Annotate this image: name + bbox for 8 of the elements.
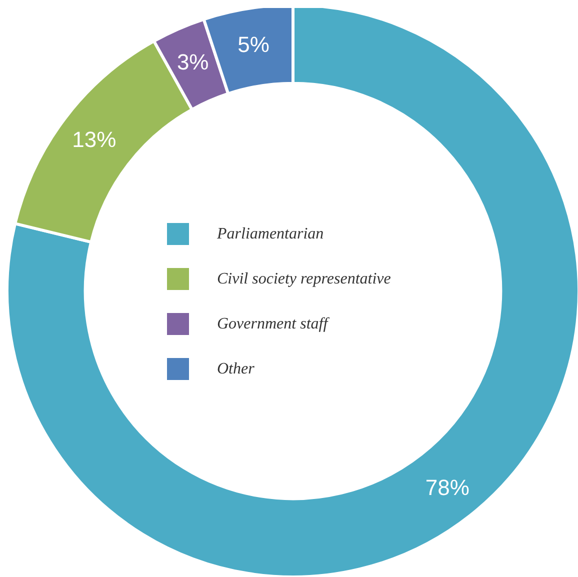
legend-label: Other: [217, 360, 256, 378]
legend-label: Civil society representative: [217, 270, 391, 288]
data-label: 3%: [176, 50, 209, 75]
legend-label: Government staff: [217, 316, 330, 332]
legend-label: Parliamentarian: [216, 226, 324, 242]
data-label: 5%: [238, 32, 270, 57]
data-label: 13%: [72, 127, 116, 152]
data-label: 78%: [425, 474, 470, 500]
